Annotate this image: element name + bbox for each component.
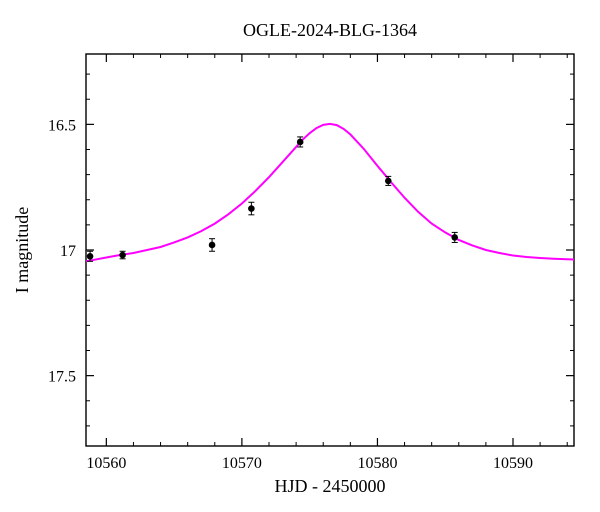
x-axis-label: HJD - 2450000 (275, 476, 386, 496)
x-tick-label: 10560 (86, 455, 126, 472)
x-tick-label: 10580 (357, 455, 397, 472)
chart-svg: OGLE-2024-BLG-1364 HJD - 2450000 I magnitu… (0, 0, 600, 512)
chart-title: OGLE-2024-BLG-1364 (243, 20, 417, 40)
data-point (119, 252, 126, 259)
y-tick-label: 16.5 (48, 117, 76, 134)
data-point (87, 253, 94, 260)
y-tick-label: 17.5 (48, 369, 76, 386)
data-point (297, 139, 304, 146)
y-axis-label: I magnitude (12, 207, 32, 293)
lightcurve-chart: OGLE-2024-BLG-1364 HJD - 2450000 I magnitu… (0, 0, 600, 512)
data-point (385, 178, 392, 185)
data-point (451, 234, 458, 241)
data-point (248, 205, 255, 212)
x-tick-label: 10590 (493, 455, 533, 472)
x-tick-label: 10570 (222, 455, 262, 472)
data-point (209, 242, 216, 249)
y-tick-label: 17 (60, 243, 76, 260)
